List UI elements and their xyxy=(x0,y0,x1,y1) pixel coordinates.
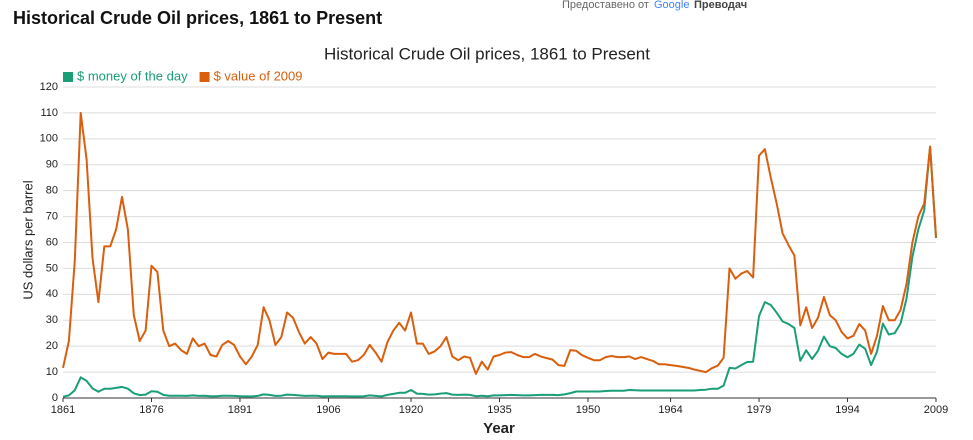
x-tick-label: 1891 xyxy=(228,404,252,416)
page-title: Historical Crude Oil prices, 1861 to Pre… xyxy=(13,8,382,28)
x-tick-label: 1906 xyxy=(316,404,340,416)
y-tick-label: 20 xyxy=(46,340,58,352)
y-tick-label: 100 xyxy=(40,133,58,145)
x-tick-label: 1950 xyxy=(576,404,600,416)
y-tick-label: 30 xyxy=(46,314,58,326)
y-tick-label: 80 xyxy=(46,185,58,197)
x-tick-label: 1876 xyxy=(139,404,163,416)
y-tick-label: 90 xyxy=(46,159,58,171)
y-tick-label: 120 xyxy=(40,81,58,93)
chart-title: Historical Crude Oil prices, 1861 to Pre… xyxy=(324,44,650,63)
series-line xyxy=(62,145,937,398)
y-tick-label: 70 xyxy=(46,210,58,222)
x-axis-label: Year xyxy=(483,420,515,437)
legend-label[interactable]: $ value of 2009 xyxy=(214,68,303,83)
series-line xyxy=(62,111,937,375)
y-tick-label: 50 xyxy=(46,262,58,274)
translate-prefix: Предоставено от xyxy=(562,0,649,11)
x-tick-label: 1861 xyxy=(51,404,75,416)
y-tick-label: 40 xyxy=(46,288,58,300)
x-tick-label: 1964 xyxy=(658,404,682,416)
legend-swatch xyxy=(199,72,210,82)
x-tick-label: 1994 xyxy=(835,404,859,416)
legend-label[interactable]: $ money of the day xyxy=(77,68,188,83)
y-tick-label: 0 xyxy=(52,392,58,404)
y-tick-label: 60 xyxy=(46,236,58,248)
x-tick-label: 1935 xyxy=(487,404,511,416)
legend-swatch xyxy=(63,72,73,82)
translate-product[interactable]: Преводач xyxy=(694,0,747,11)
y-tick-label: 110 xyxy=(40,107,58,119)
x-tick-label: 1920 xyxy=(399,404,423,416)
y-axis-label: US dollars per barrel xyxy=(20,180,35,299)
x-tick-label: 2009 xyxy=(924,404,948,416)
y-tick-label: 10 xyxy=(46,366,58,378)
translate-brand[interactable]: Google xyxy=(654,0,689,11)
x-tick-label: 1979 xyxy=(747,404,771,416)
